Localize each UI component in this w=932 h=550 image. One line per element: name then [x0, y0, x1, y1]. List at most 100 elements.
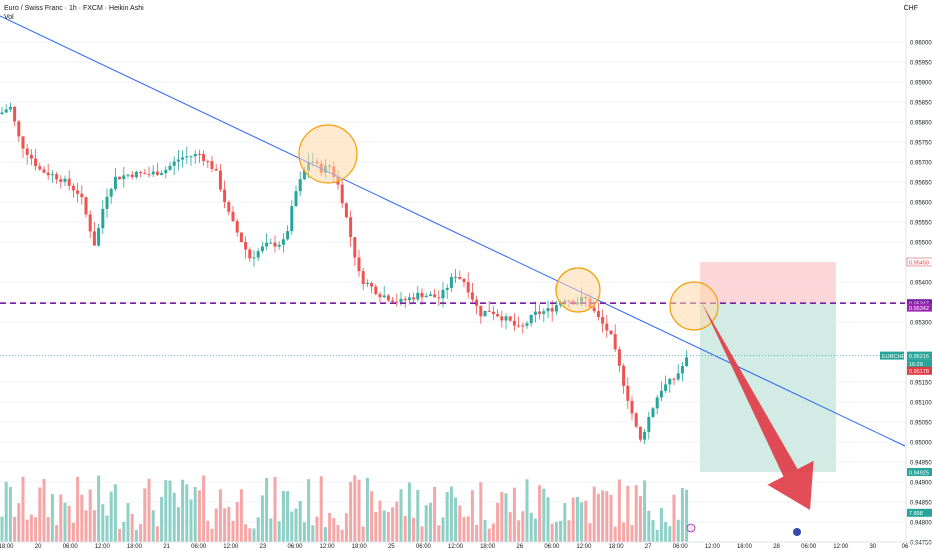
candle-body: [29, 154, 33, 159]
candle-body: [433, 294, 437, 298]
volume-bar: [340, 529, 344, 542]
candle-body: [496, 314, 500, 317]
candle-body: [4, 109, 8, 113]
price-tick-label: 0.95600: [910, 201, 932, 207]
volume-bar: [256, 517, 260, 542]
volume-bar: [323, 527, 327, 542]
volume-bar: [407, 482, 411, 542]
volume-bar: [659, 507, 663, 542]
candle-body: [202, 154, 206, 162]
candle-body: [130, 174, 134, 178]
price-tick-label: 0.95900: [910, 81, 932, 87]
price-badge: 0.95342: [907, 303, 932, 312]
candle-body: [546, 308, 550, 312]
volume-bar: [466, 516, 470, 542]
candle-body: [386, 295, 390, 301]
volume-bar: [344, 513, 348, 542]
candle-body: [517, 325, 521, 327]
candle-body: [470, 292, 474, 300]
volume-bar: [109, 491, 113, 542]
price-badge-text: 0.95178: [909, 369, 929, 375]
price-tick-label: 0.95550: [910, 221, 932, 227]
candle-body: [214, 168, 218, 171]
volume-bar: [332, 518, 336, 542]
volume-bar: [214, 508, 218, 542]
candle-body: [21, 136, 25, 149]
volume-bar: [223, 508, 227, 542]
time-axis[interactable]: 18:00 20 06:00 12:00 18:00 21 06:00 12:00 23 06:0…: [0, 523, 932, 550]
volume-bar: [655, 529, 659, 542]
candle-body: [340, 184, 344, 204]
volume-bar: [307, 479, 311, 542]
candle-body: [651, 408, 655, 417]
price-tick-label: 0.94950: [910, 461, 932, 467]
volume-bar: [538, 485, 542, 542]
time-tick-label: 12:00: [448, 544, 464, 550]
time-tick-label: 06:00: [801, 544, 817, 550]
candle-body: [277, 244, 281, 247]
candle-body: [223, 189, 227, 203]
volume-bar: [634, 485, 638, 542]
symbol-tag: EURCHF: [882, 354, 906, 360]
price-badge-text: 0.95450: [909, 260, 929, 266]
candle-body: [454, 276, 458, 278]
volume-bar: [617, 479, 621, 542]
candle-body: [643, 431, 647, 440]
volume-bar: [126, 503, 130, 542]
candle-body: [63, 178, 67, 182]
time-tick-label: 12:00: [223, 544, 239, 550]
volume-bar: [416, 489, 420, 542]
volume-bar: [449, 486, 453, 542]
candle-body: [412, 297, 416, 300]
candle-body: [67, 178, 71, 186]
candle-body: [227, 202, 231, 212]
candle-body: [395, 301, 399, 303]
volume-bar: [445, 492, 449, 542]
volume-bar: [454, 497, 458, 542]
candle-body: [638, 426, 642, 440]
time-tick-label: 21: [163, 544, 170, 550]
volume-bar: [290, 511, 294, 542]
volume-bar: [97, 475, 101, 542]
candle-body: [626, 385, 630, 401]
price-tick-label: 0.96000: [910, 41, 932, 47]
candle-body: [403, 298, 407, 301]
time-tick-label: 12:00: [95, 544, 111, 550]
volume-bar: [521, 511, 525, 542]
touch-circle: [298, 124, 358, 184]
time-tick-label: 25: [388, 544, 395, 550]
volume-bar: [294, 508, 298, 542]
volume-bar: [172, 492, 176, 542]
volume-bar: [105, 515, 109, 542]
candle-body: [550, 308, 554, 312]
volume-bar: [286, 491, 290, 542]
candle-body: [97, 228, 101, 246]
volume-bar: [546, 497, 550, 542]
touch-circle: [669, 281, 719, 331]
projection-arrow: [702, 303, 814, 510]
volume-bar: [311, 525, 315, 542]
price-axis[interactable]: 0.96000 0.95950 0.95900 0.95850 0.95800 0.957…: [880, 0, 932, 547]
volume-bar: [643, 480, 647, 542]
price-tick-label: 0.94800: [910, 521, 932, 527]
currency-label: CHF: [903, 5, 918, 12]
candle-body: [71, 185, 75, 191]
volume-bar: [139, 524, 143, 542]
candle-body: [659, 390, 663, 398]
volume-bar: [29, 514, 33, 542]
chart-title: Euro / Swiss Franc · 1h · FXCM · Heikin …: [4, 5, 144, 12]
price-badge: 7.898: [907, 508, 932, 517]
volume-bar: [269, 518, 273, 542]
volume-bar: [25, 519, 29, 542]
volume-bar: [508, 512, 512, 542]
volume-bar: [122, 521, 126, 542]
volume-bar: [185, 484, 189, 542]
price-badge-bg: [907, 351, 932, 360]
price-tick-label: 0.94900: [910, 481, 932, 487]
volume-bar: [84, 510, 88, 542]
candle-body: [76, 190, 80, 194]
price-badge: 0.95216: [907, 351, 932, 360]
candle-body: [538, 311, 542, 314]
candle-body: [113, 176, 117, 190]
